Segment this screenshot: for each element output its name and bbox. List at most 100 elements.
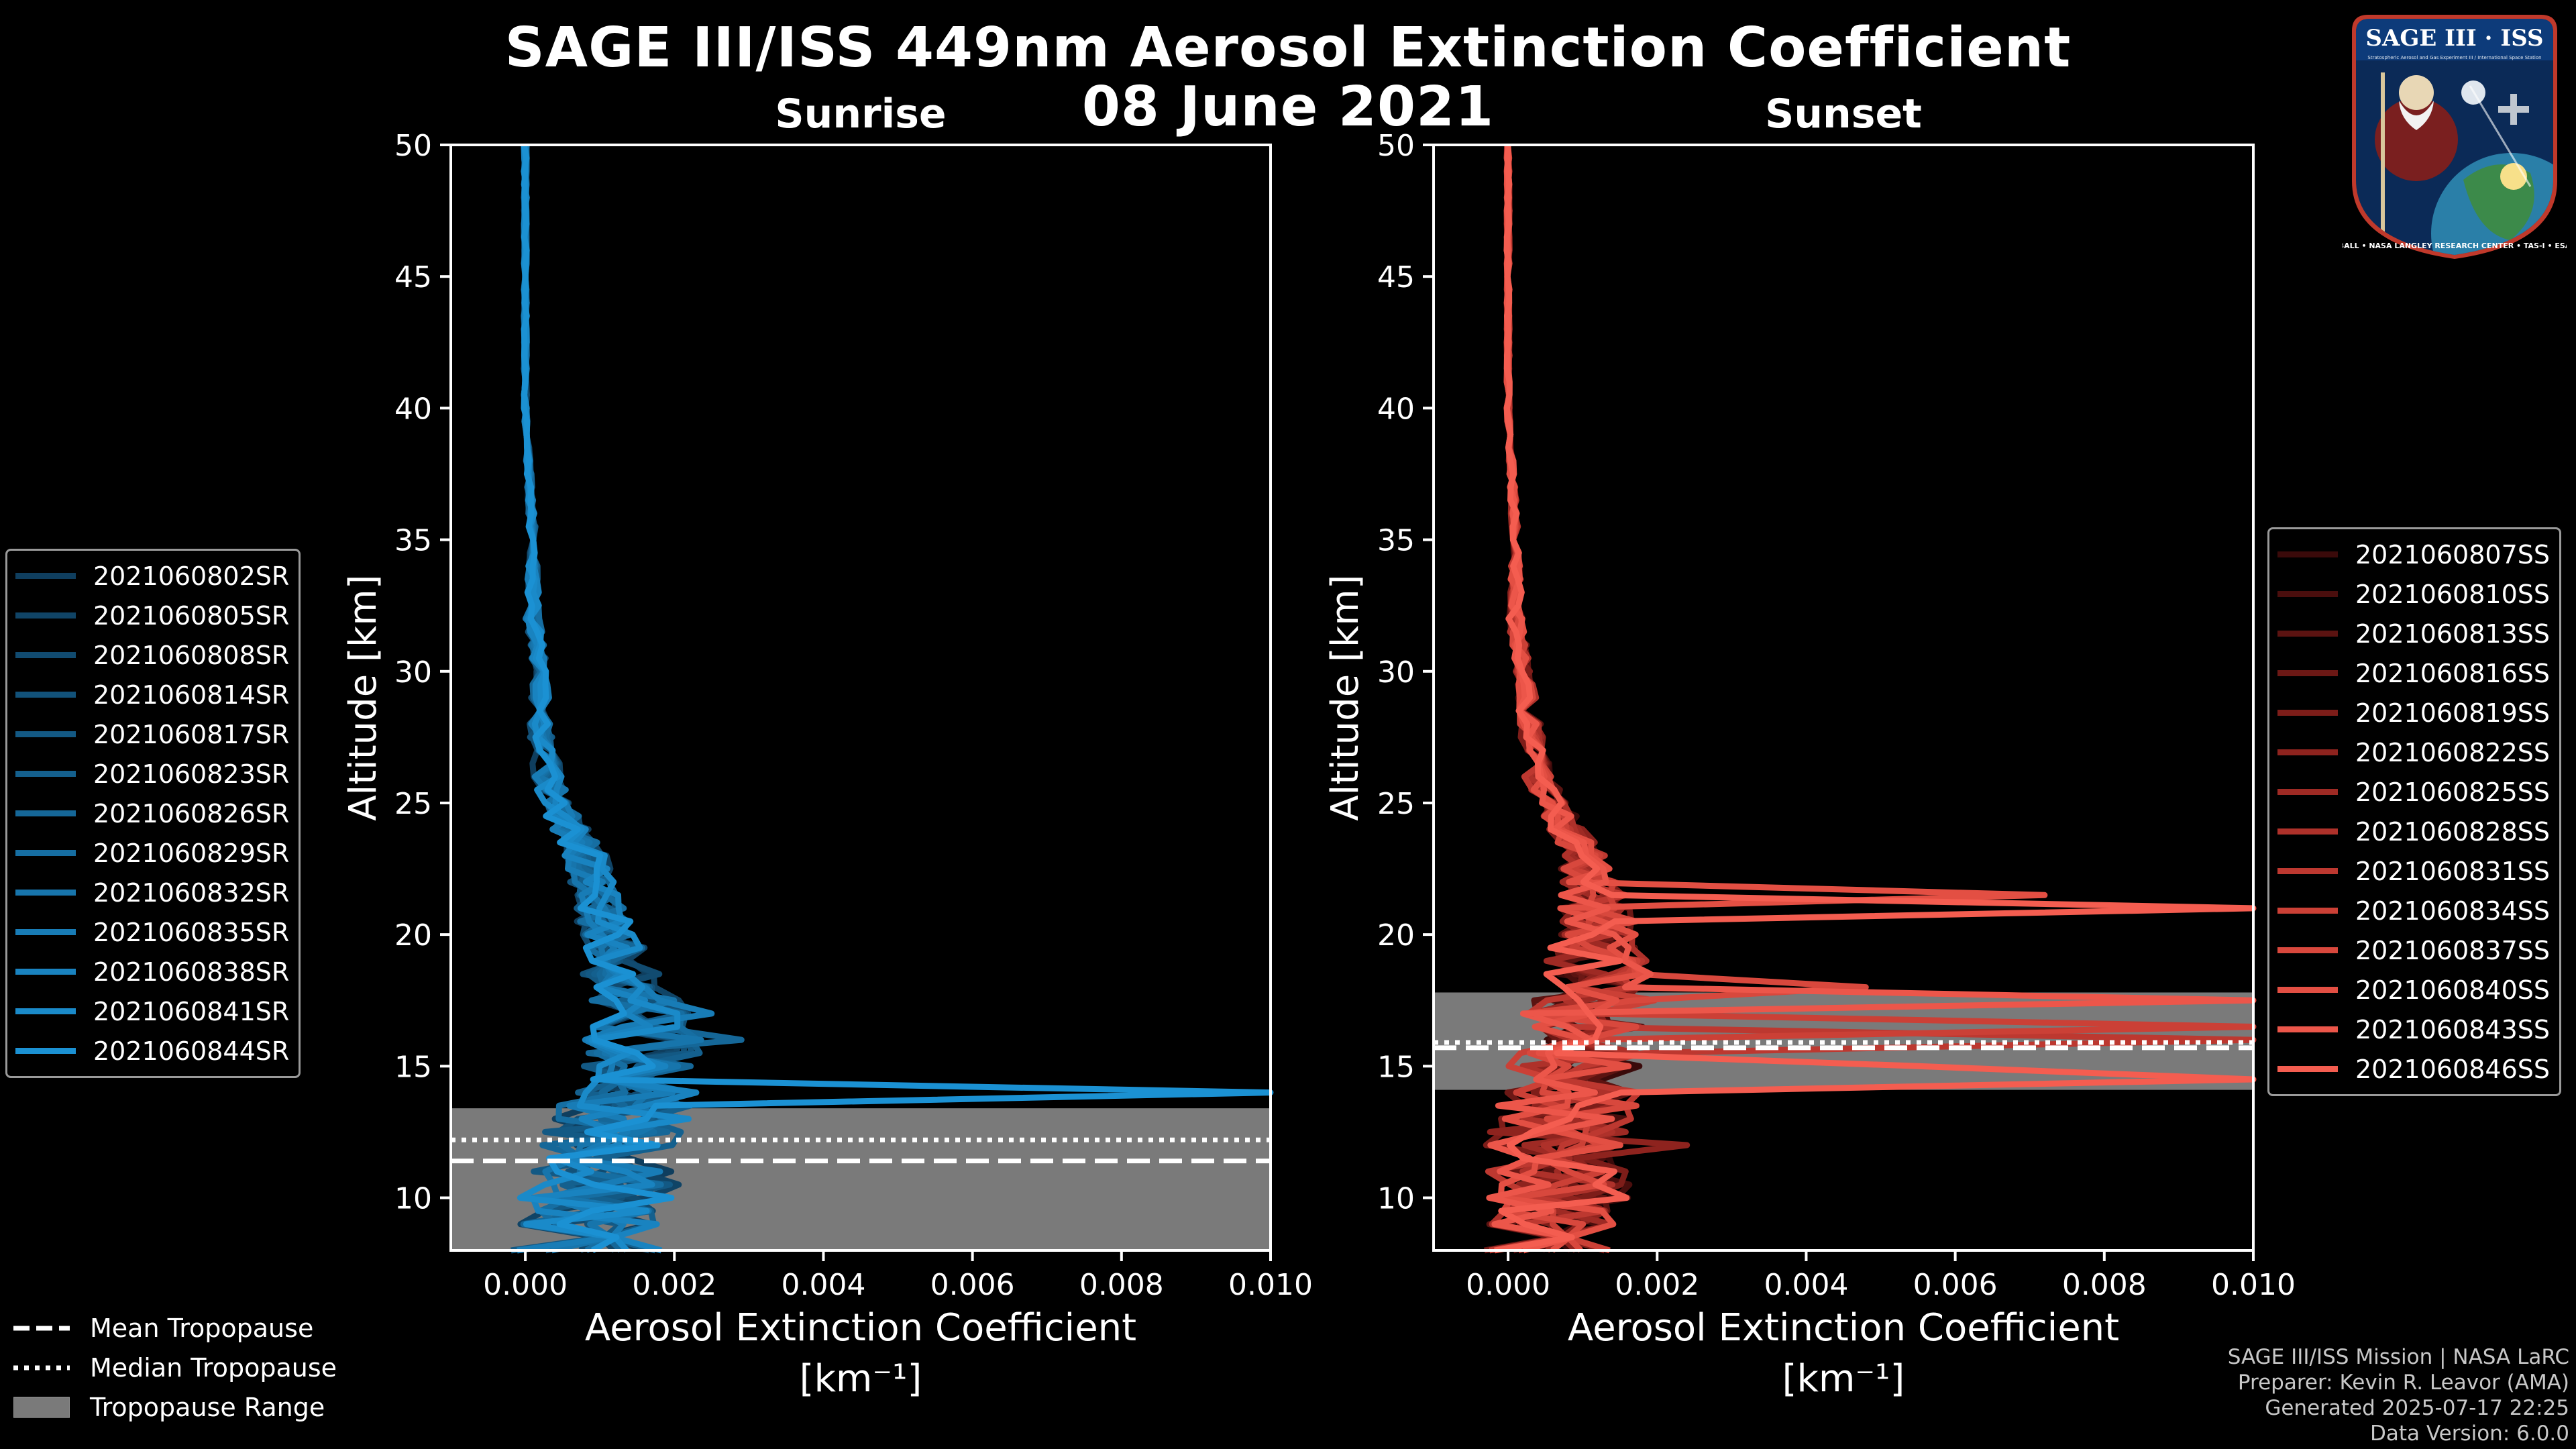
- x-tick-label: 0.000: [483, 1268, 568, 1302]
- x-tick-label: 0.000: [1466, 1268, 1550, 1302]
- legend-item: 2021060844SR: [15, 1031, 289, 1071]
- legend-swatch: [2277, 908, 2338, 914]
- sunrise-x-unit: [km⁻¹]: [800, 1357, 922, 1401]
- legend-swatch: [2277, 749, 2338, 755]
- legend-item: 2021060823SR: [15, 754, 289, 794]
- y-tick-label: 35: [394, 524, 432, 558]
- legend-item: 2021060838SR: [15, 952, 289, 991]
- x-tick-label: 0.006: [1913, 1268, 1998, 1302]
- legend-swatch: [15, 929, 76, 935]
- legend-median-tropopause: Median Tropopause: [13, 1348, 337, 1387]
- legend-label: 2021060819SS: [2355, 698, 2551, 728]
- legend-item: 2021060802SR: [15, 556, 289, 596]
- legend-mean-label: Mean Tropopause: [90, 1313, 314, 1343]
- legend-label: 2021060805SR: [93, 600, 290, 631]
- y-tick-label: 40: [394, 392, 432, 426]
- sunrise-panel: 0.000 0.002 0.004 0.006 0.008 0.010 10 15 20 25 3…: [341, 91, 1313, 1401]
- x-tick-label: 0.010: [1228, 1268, 1313, 1302]
- legend-item: 2021060813SS: [2277, 614, 2550, 653]
- legend-label: 2021060823SR: [93, 759, 290, 789]
- legend-swatch: [2277, 1026, 2338, 1032]
- legend-swatch: [2277, 1066, 2338, 1072]
- sunrise-panel-title: Sunrise: [775, 91, 946, 138]
- legend-item: 2021060808SR: [15, 635, 289, 675]
- x-tick-label: 0.002: [632, 1268, 716, 1302]
- legend-label: 2021060838SR: [93, 957, 290, 987]
- profile-2021060844SR: [521, 144, 1274, 1253]
- sunrise-x-label: Aerosol Extinction Coefficient: [585, 1306, 1136, 1350]
- legend-item: 2021060816SS: [2277, 653, 2550, 693]
- x-tick-label: 0.006: [930, 1268, 1015, 1302]
- legend-label: 2021060817SR: [93, 719, 290, 749]
- legend-label: 2021060846SS: [2355, 1054, 2551, 1084]
- credit-generated: Generated 2025-07-17 22:25: [2265, 1396, 2569, 1420]
- legend-label: 2021060841SR: [93, 996, 290, 1026]
- logo-subtitle: Stratospheric Aerosol and Gas Experiment…: [2367, 55, 2541, 60]
- y-tick-label: 10: [1377, 1182, 1415, 1216]
- legend-label: 2021060843SS: [2355, 1014, 2551, 1044]
- legend-swatch: [2277, 987, 2338, 993]
- sunset-y-label: Altitude [km]: [1324, 574, 1367, 820]
- legend-item: 2021060832SR: [15, 873, 289, 912]
- x-tick-label: 0.004: [781, 1268, 865, 1302]
- legend-item: 2021060831SS: [2277, 851, 2550, 891]
- legend-label: 2021060808SR: [93, 640, 290, 670]
- credit-version: Data Version: 6.0.0: [2369, 1421, 2569, 1446]
- legend-item: 2021060841SR: [15, 991, 289, 1031]
- figure-title: SAGE III/ISS 449nm Aerosol Extinction Co…: [504, 16, 2072, 80]
- x-tick-label: 0.010: [2211, 1268, 2296, 1302]
- legend-item: 2021060822SS: [2277, 733, 2550, 772]
- x-tick-label: 0.002: [1615, 1268, 1699, 1302]
- legend-item: 2021060819SS: [2277, 693, 2550, 733]
- legend-swatch: [15, 573, 76, 579]
- legend-item: 2021060810SS: [2277, 574, 2550, 614]
- legend-item: 2021060837SS: [2277, 930, 2550, 970]
- x-tick-label: 0.008: [1079, 1268, 1164, 1302]
- legend-label: 2021060816SS: [2355, 658, 2551, 688]
- legend-label: 2021060813SS: [2355, 619, 2551, 649]
- legend-swatch: [2277, 828, 2338, 835]
- legend-label: 2021060828SS: [2355, 816, 2551, 847]
- sunrise-profiles: [511, 144, 1274, 1254]
- legend-label: 2021060834SS: [2355, 896, 2551, 926]
- legend-swatch: [15, 652, 76, 658]
- sunrise-x-ticks: 0.000 0.002 0.004 0.006 0.008 0.010: [483, 1250, 1313, 1302]
- legend-label: 2021060829SR: [93, 838, 290, 868]
- legend-label: 2021060822SS: [2355, 737, 2551, 767]
- y-tick-label: 15: [394, 1050, 432, 1084]
- sunset-x-label: Aerosol Extinction Coefficient: [1568, 1306, 2119, 1350]
- legend-item: 2021060835SR: [15, 912, 289, 952]
- legend-swatch: [15, 1048, 76, 1054]
- legend-swatch: [15, 1008, 76, 1014]
- legend-item: 2021060829SR: [15, 833, 289, 873]
- legend-item: 2021060834SS: [2277, 891, 2550, 930]
- y-tick-label: 30: [1377, 655, 1415, 690]
- legend-swatch: [15, 692, 76, 698]
- dashed-line-swatch: [13, 1326, 70, 1330]
- legend-swatch: [15, 969, 76, 975]
- sunset-panel-title: Sunset: [1765, 91, 1922, 138]
- legend-label: 2021060802SR: [93, 561, 290, 591]
- legend-item: 2021060846SS: [2277, 1049, 2550, 1089]
- legend-mean-tropopause: Mean Tropopause: [13, 1308, 337, 1348]
- legend-item: 2021060807SS: [2277, 535, 2550, 574]
- legend-swatch: [2277, 631, 2338, 637]
- y-tick-label: 15: [1377, 1050, 1415, 1084]
- legend-label: 2021060825SS: [2355, 777, 2551, 807]
- y-tick-label: 25: [394, 787, 432, 821]
- legend-swatch: [2277, 670, 2338, 676]
- profile-2021060846SS: [1494, 144, 2257, 1254]
- legend-label: 2021060837SS: [2355, 935, 2551, 965]
- credits: SAGE III/ISS Mission | NASA LaRC Prepare…: [2228, 1344, 2569, 1446]
- dotted-line-swatch: [13, 1365, 70, 1370]
- sunset-x-ticks: 0.000 0.002 0.004 0.006 0.008 0.010: [1466, 1250, 2296, 1302]
- credit-preparer: Preparer: Kevin R. Leavor (AMA): [2237, 1371, 2569, 1395]
- legend-label: 2021060832SR: [93, 877, 290, 908]
- y-tick-label: 10: [394, 1182, 432, 1216]
- legend-swatch: [15, 890, 76, 896]
- legend-label: 2021060807SS: [2355, 539, 2551, 570]
- legend-swatch: [15, 771, 76, 777]
- sunset-x-unit: [km⁻¹]: [1782, 1357, 1905, 1401]
- legend-item: 2021060826SR: [15, 794, 289, 833]
- sunrise-legend: 2021060802SR 2021060805SR 2021060808SR 2021…: [5, 549, 301, 1078]
